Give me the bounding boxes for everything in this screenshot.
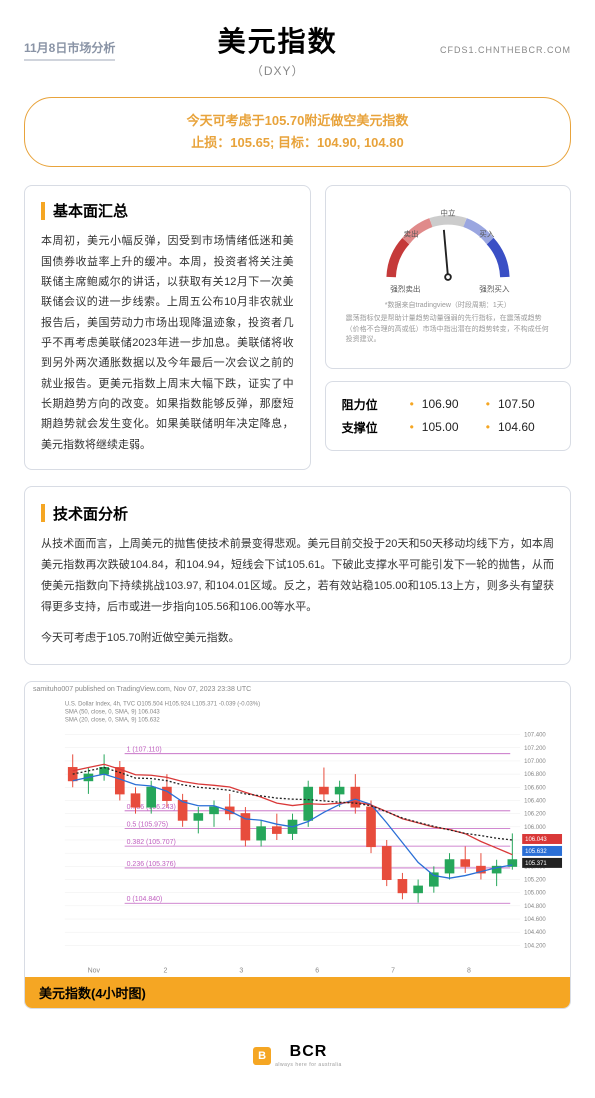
dot-icon: • xyxy=(410,420,414,434)
gauge-label-buy: 买入 xyxy=(479,230,495,239)
price-chart: U.S. Dollar Index, 4h, TVC O105.504 H105… xyxy=(25,697,570,977)
fundamentals-title-text: 基本面汇总 xyxy=(53,200,128,221)
svg-text:106.800: 106.800 xyxy=(524,773,546,779)
gauge-label-strong-sell: 强烈卖出 xyxy=(390,283,420,293)
svg-text:U.S. Dollar Index, 4h, TVC O1: U.S. Dollar Index, 4h, TVC O105.504 H105… xyxy=(65,702,260,708)
header: 11月8日市场分析 美元指数 （DXY） CFDS1.CHNTHEBCR.COM xyxy=(24,20,571,79)
callout-line-2: 止损：105.65; 目标：104.90, 104.80 xyxy=(45,132,550,154)
gauge-disclaimer: 震荡指标仅是帮助计量趋势动量强弱的先行指标，在震荡或趋势（价格不合理的高或低）市… xyxy=(346,314,550,346)
svg-text:107.200: 107.200 xyxy=(524,746,546,752)
site-url: CFDS1.CHNTHEBCR.COM xyxy=(440,45,571,55)
svg-text:106.400: 106.400 xyxy=(524,799,546,805)
logo-icon: B xyxy=(253,1047,271,1065)
support-2: 104.60 xyxy=(498,420,554,434)
technical-p1: 从技术面而言，上周美元的抛售使技术前景变得悲观。美元目前交投于20天和50天移动… xyxy=(41,534,554,618)
chart-card: samituho007 published on TradingView.com… xyxy=(24,681,571,1009)
fundamentals-card: 基本面汇总 本周初，美元小幅反弹，因受到市场情绪低迷和美国债券收益率上升的缓冲。… xyxy=(24,185,311,470)
svg-text:105.632: 105.632 xyxy=(525,849,547,855)
svg-text:106.043: 106.043 xyxy=(525,837,547,843)
svg-text:105.000: 105.000 xyxy=(524,891,546,897)
svg-text:104.400: 104.400 xyxy=(524,931,546,937)
chart-title-band: 美元指数(4小时图) xyxy=(25,977,570,1008)
gauge-label-strong-buy: 强烈买入 xyxy=(479,284,510,293)
date-label: 11月8日市场分析 xyxy=(24,39,115,61)
svg-text:107.000: 107.000 xyxy=(524,759,546,765)
svg-text:106.000: 106.000 xyxy=(524,825,546,831)
svg-text:6: 6 xyxy=(315,968,319,975)
dot-icon: • xyxy=(486,397,490,411)
svg-text:104.200: 104.200 xyxy=(524,944,546,950)
brand-logo: B BCR always here for australia xyxy=(253,1043,342,1068)
gauge-source-note: *数据来自tradingview（时段周期：1天） xyxy=(385,300,511,310)
chart-area: U.S. Dollar Index, 4h, TVC O105.504 H105… xyxy=(25,697,570,977)
page: 11月8日市场分析 美元指数 （DXY） CFDS1.CHNTHEBCR.COM… xyxy=(0,0,595,1098)
svg-text:3: 3 xyxy=(239,968,243,975)
gauge-svg: 强烈卖出 卖出 中立 买入 强烈买入 xyxy=(373,206,523,296)
resistance-row: 阻力位 • 106.90 • 107.50 xyxy=(342,396,554,413)
svg-text:0.236 (105.376): 0.236 (105.376) xyxy=(127,861,176,868)
technical-title: 技术面分析 xyxy=(41,503,554,524)
resistance-2: 107.50 xyxy=(498,397,554,411)
brand-text: BCR xyxy=(275,1043,342,1061)
main-title: 美元指数 xyxy=(115,20,440,60)
svg-text:7: 7 xyxy=(391,968,395,975)
gauge-label-neutral: 中立 xyxy=(440,208,456,218)
svg-text:104.600: 104.600 xyxy=(524,917,546,923)
svg-text:106.600: 106.600 xyxy=(524,786,546,792)
support-label: 支撑位 xyxy=(342,419,402,436)
svg-text:0.382 (105.707): 0.382 (105.707) xyxy=(127,840,176,847)
resistance-label: 阻力位 xyxy=(342,396,402,413)
trade-callout: 今天可考虑于105.70附近做空美元指数 止损：105.65; 目标：104.9… xyxy=(24,97,571,167)
svg-text:104.800: 104.800 xyxy=(524,904,546,910)
svg-text:0 (104.840): 0 (104.840) xyxy=(127,897,163,904)
support-1: 105.00 xyxy=(422,420,478,434)
sentiment-gauge-card: 强烈卖出 卖出 中立 买入 强烈买入 *数据来自tradingview（时段周期… xyxy=(325,185,571,369)
svg-text:SMA (20, close, 0, SMA, 9) 10: SMA (20, close, 0, SMA, 9) 105.632 xyxy=(65,718,161,724)
fundamentals-body: 本周初，美元小幅反弹，因受到市场情绪低迷和美国债券收益率上升的缓冲。本周，投资者… xyxy=(41,231,294,455)
technical-card: 技术面分析 从技术面而言，上周美元的抛售使技术前景变得悲观。美元目前交投于20天… xyxy=(24,486,571,665)
svg-text:SMA (50, close, 0, SMA, 9) 10: SMA (50, close, 0, SMA, 9) 106.043 xyxy=(65,710,161,716)
footer: B BCR always here for australia xyxy=(24,1033,571,1078)
svg-text:107.400: 107.400 xyxy=(524,733,546,739)
dot-icon: • xyxy=(486,420,490,434)
two-column-row: 基本面汇总 本周初，美元小幅反弹，因受到市场情绪低迷和美国债券收益率上升的缓冲。… xyxy=(24,185,571,470)
dot-icon: • xyxy=(410,397,414,411)
chart-source-line: samituho007 published on TradingView.com… xyxy=(25,682,570,697)
svg-text:1 (107.110): 1 (107.110) xyxy=(127,747,162,754)
levels-card: 阻力位 • 106.90 • 107.50 支撑位 • 105.00 • 104… xyxy=(325,381,571,451)
fundamentals-column: 基本面汇总 本周初，美元小幅反弹，因受到市场情绪低迷和美国债券收益率上升的缓冲。… xyxy=(24,185,311,470)
support-row: 支撑位 • 105.00 • 104.60 xyxy=(342,419,554,436)
technical-title-text: 技术面分析 xyxy=(53,503,128,524)
svg-text:105.200: 105.200 xyxy=(524,878,546,884)
callout-line-1: 今天可考虑于105.70附近做空美元指数 xyxy=(45,110,550,132)
brand-tagline: always here for australia xyxy=(275,1062,342,1068)
symbol-subtitle: （DXY） xyxy=(115,62,440,79)
gauge-needle xyxy=(440,230,452,282)
title-bar-icon xyxy=(41,202,45,220)
gauge-label-sell: 卖出 xyxy=(403,229,418,239)
svg-text:0.5 (105.975): 0.5 (105.975) xyxy=(127,822,168,829)
technical-p2: 今天可考虑于105.70附近做空美元指数。 xyxy=(41,628,554,649)
svg-text:8: 8 xyxy=(467,968,471,975)
title-block: 美元指数 （DXY） xyxy=(115,20,440,79)
fundamentals-title: 基本面汇总 xyxy=(41,200,294,221)
svg-text:106.200: 106.200 xyxy=(524,812,546,818)
title-bar-icon xyxy=(41,504,45,522)
resistance-1: 106.90 xyxy=(422,397,478,411)
svg-text:Nov: Nov xyxy=(88,968,101,975)
svg-text:105.371: 105.371 xyxy=(525,861,547,867)
svg-text:2: 2 xyxy=(164,968,168,975)
gauge-levels-column: 强烈卖出 卖出 中立 买入 强烈买入 *数据来自tradingview（时段周期… xyxy=(325,185,571,470)
gauge-wrap: 强烈卖出 卖出 中立 买入 强烈买入 *数据来自tradingview（时段周期… xyxy=(342,200,554,354)
